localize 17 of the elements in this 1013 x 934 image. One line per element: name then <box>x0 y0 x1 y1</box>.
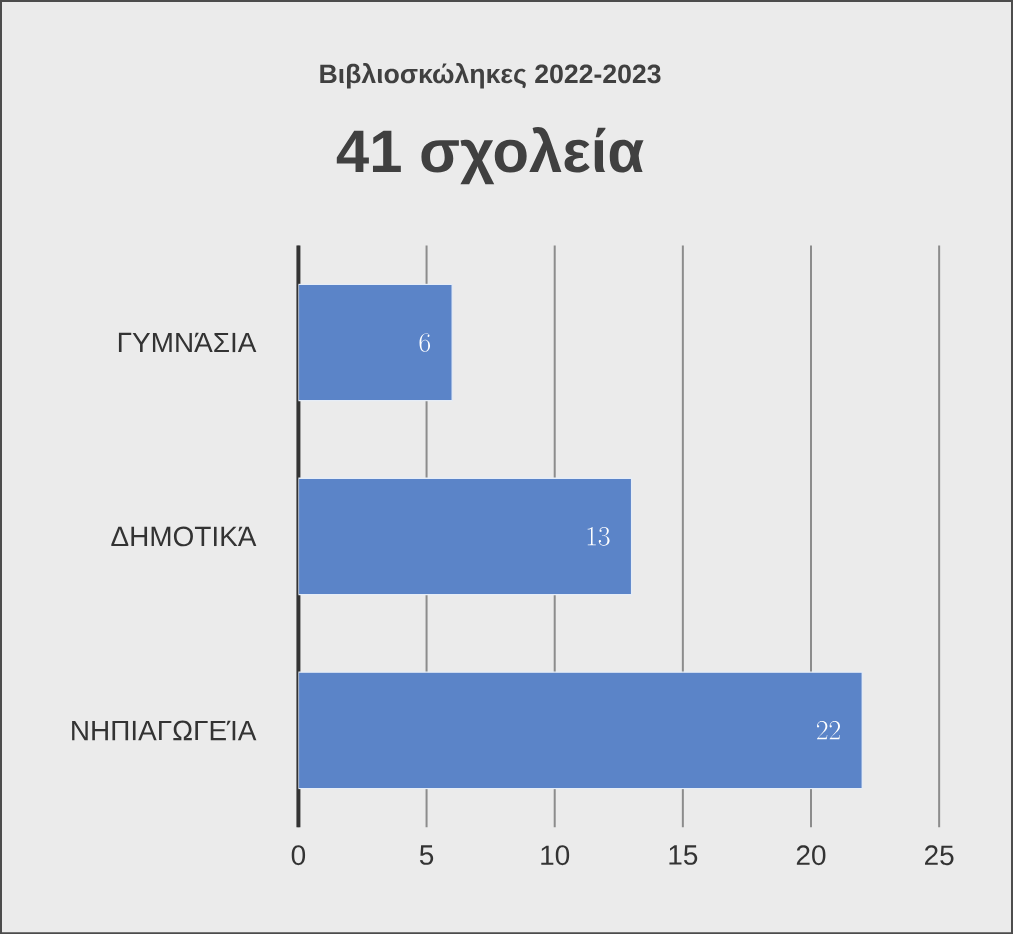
y-tick-label: ΔΗΜΟΤΙΚΆ <box>111 526 257 547</box>
data-label: 13 <box>587 527 610 546</box>
bar <box>298 477 633 596</box>
x-tick-label: 25 <box>925 845 954 866</box>
bar <box>298 283 453 402</box>
x-tick-label: 5 <box>419 845 434 865</box>
data-label: 6 <box>419 333 431 352</box>
bar <box>298 671 863 790</box>
chart-subtitle: 41 σχολεία <box>336 126 644 185</box>
x-tick-label: 15 <box>669 845 698 865</box>
chart-title: Βιβλιοσκώληκες 2022-2023 <box>320 63 661 89</box>
x-tick-label: 0 <box>291 845 306 866</box>
y-tick-label: ΝΗΠΙΑΓΩΓΕΊΑ <box>72 720 257 741</box>
x-tick-label: 20 <box>796 845 826 866</box>
data-label: 22 <box>817 720 841 740</box>
y-tick-label: ΓΥΜΝΆΣΙΑ <box>118 332 257 353</box>
x-tick-label: 10 <box>541 845 570 866</box>
